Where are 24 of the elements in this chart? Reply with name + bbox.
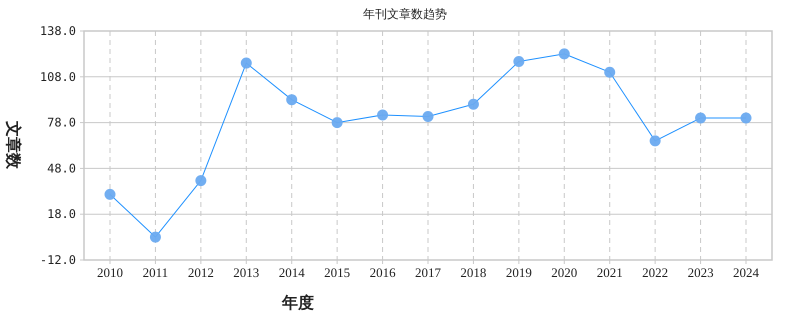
x-tick-label: 2020 xyxy=(551,265,578,280)
x-tick-label: 2022 xyxy=(642,265,668,280)
y-tick-label: 138.0 xyxy=(40,24,76,38)
y-tick-label: 108.0 xyxy=(40,70,76,84)
chart-title: 年刊文章数趋势 xyxy=(363,7,447,21)
x-tick-label: 2018 xyxy=(460,265,486,280)
x-tick-label: 2011 xyxy=(142,265,168,280)
x-axis-title: 年度 xyxy=(281,293,314,312)
y-tick-label: 48.0 xyxy=(47,161,76,176)
x-tick-label: 2017 xyxy=(415,265,442,280)
x-tick-label: 2021 xyxy=(596,265,623,280)
x-tick-label: 2013 xyxy=(233,265,260,280)
x-tick-label: 2012 xyxy=(188,265,214,280)
y-tick-label: 78.0 xyxy=(47,116,76,130)
x-tick-label: 2019 xyxy=(506,265,532,280)
x-tick-label: 2016 xyxy=(370,265,396,280)
x-tick-label: 2015 xyxy=(324,265,350,280)
x-tick-label: 2014 xyxy=(278,265,306,280)
x-tick-label: 2010 xyxy=(97,265,123,280)
y-tick-label: 18.0 xyxy=(47,207,76,222)
y-axis-title: 文章数 xyxy=(4,120,23,170)
y-tick-label: -12.0 xyxy=(40,253,76,267)
x-tick-label: 2024 xyxy=(733,265,760,280)
x-tick-label: 2023 xyxy=(688,265,714,280)
